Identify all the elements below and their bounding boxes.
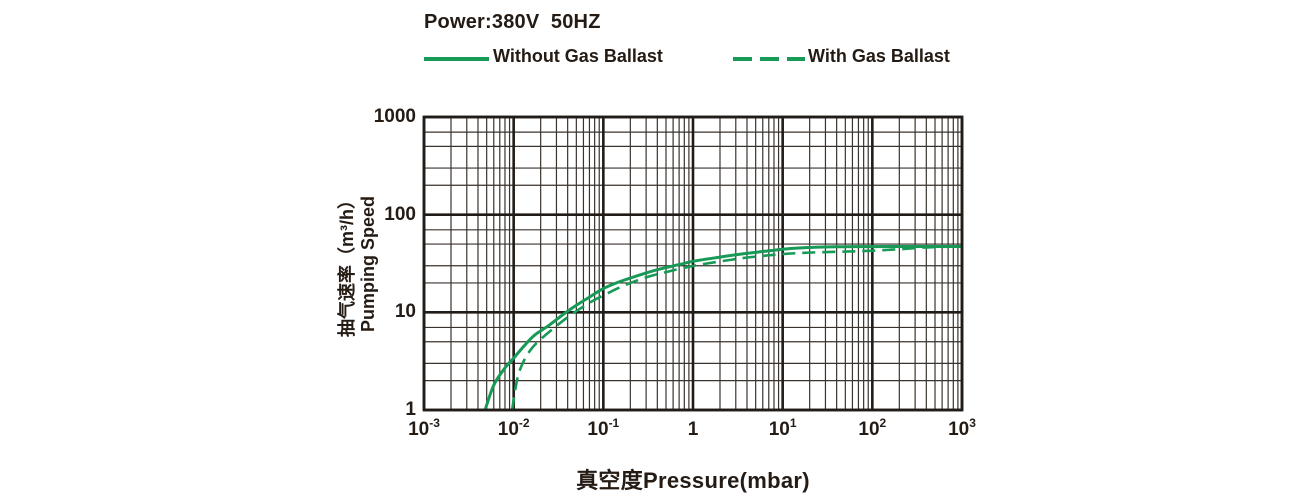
x-axis-title: 真空度Pressure(mbar) — [576, 468, 810, 493]
plot-border — [422, 115, 964, 412]
x-tick-label-10e3: 103 — [948, 415, 976, 440]
curve-without-gas-ballast — [483, 245, 962, 411]
y-tick-label-100: 100 — [384, 203, 416, 225]
legend-dashed-line-swatch — [733, 57, 805, 61]
power-spec-label: Power:380V 50HZ — [424, 11, 601, 33]
y-tick-label-10: 10 — [394, 301, 416, 323]
x-tick-label-10e1: 101 — [768, 415, 797, 440]
legend-label-without-gas-ballast: Without Gas Ballast — [493, 46, 663, 66]
x-tick-label-10e-3: 10-3 — [408, 415, 440, 440]
x-tick-label-10e-1: 10-1 — [587, 415, 620, 440]
x-tick-label-10e-2: 10-2 — [497, 415, 530, 440]
y-tick-label-1: 1 — [405, 399, 416, 420]
legend-solid-line-swatch — [424, 57, 489, 61]
legend-label-with-gas-ballast: With Gas Ballast — [808, 46, 950, 66]
y-tick-label-1000: 1000 — [373, 106, 416, 127]
x-tick-label-10e0: 1 — [687, 419, 699, 440]
curve-with-gas-ballast — [510, 245, 963, 411]
x-tick-label-10e2: 102 — [858, 415, 887, 440]
